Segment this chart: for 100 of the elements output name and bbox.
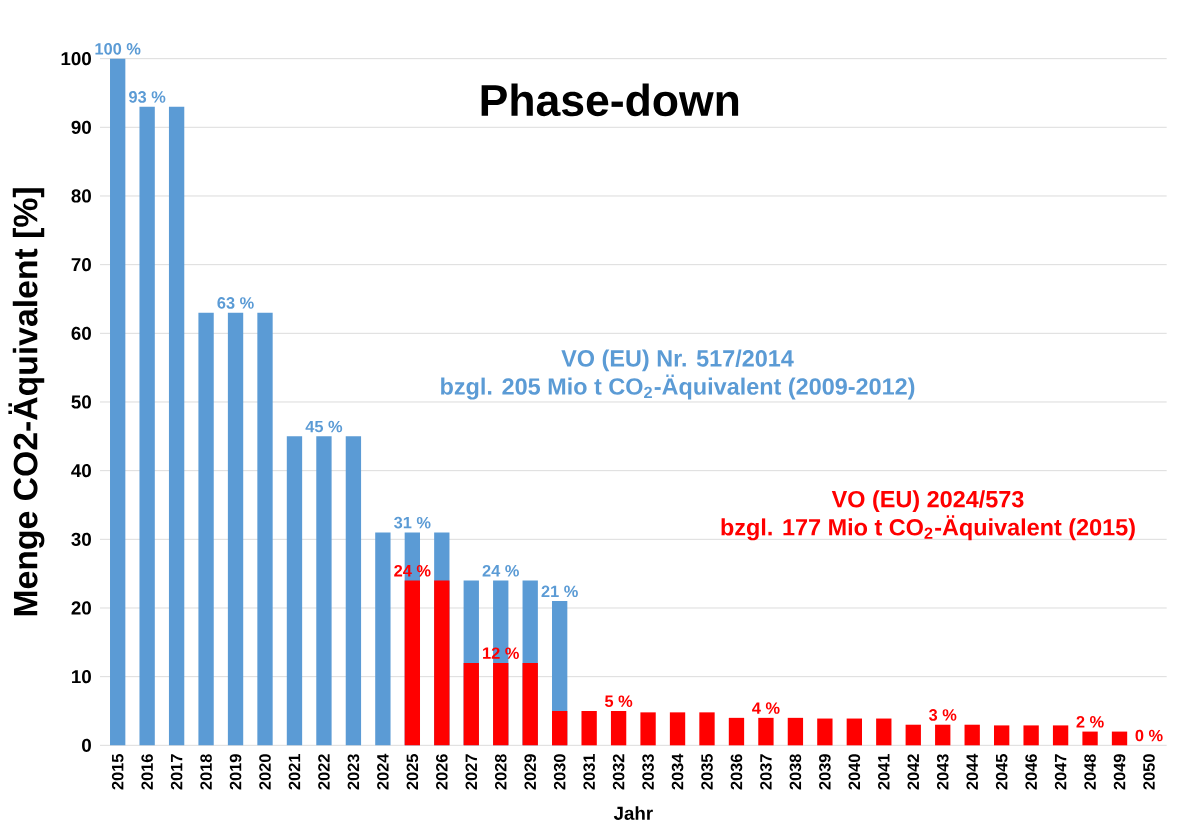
data-label: 31 % <box>394 516 431 529</box>
bar <box>1082 731 1098 746</box>
x-tick-label: 2035 <box>701 754 713 790</box>
x-tick-label: 2025 <box>406 754 419 790</box>
x-tick-label: 2020 <box>259 754 271 790</box>
x-tick-label: 2022 <box>318 754 330 790</box>
x-axis-title: Jahr <box>613 806 653 820</box>
bar <box>935 724 951 746</box>
bar <box>1052 725 1069 746</box>
x-tick-label: 2042 <box>907 754 920 790</box>
x-tick-label: 2030 <box>553 754 566 790</box>
x-tick-label: 2021 <box>288 754 301 790</box>
bar <box>1023 725 1039 746</box>
x-tick-label: 2029 <box>524 754 536 790</box>
y-tick-label: 10 <box>72 670 91 684</box>
x-tick-label: 2039 <box>819 754 831 790</box>
x-tick-label: 2048 <box>1084 754 1096 790</box>
data-label: 63 % <box>217 297 254 309</box>
x-tick-label: 2018 <box>200 754 212 790</box>
bar <box>817 718 833 746</box>
data-label: 2 % <box>1076 716 1104 728</box>
y-tick-label: 0 <box>82 738 91 752</box>
x-tick-label: 2037 <box>760 754 772 790</box>
x-tick-label: 2038 <box>789 754 802 790</box>
bar <box>463 662 479 746</box>
x-tick-label: 2026 <box>436 754 448 790</box>
bar <box>758 717 774 746</box>
data-label: 4 % <box>752 702 780 714</box>
data-label: 24 % <box>482 564 519 577</box>
x-tick-label: 2043 <box>936 754 949 790</box>
bar <box>610 710 627 746</box>
bar <box>640 712 656 746</box>
annotation: bzgl. 205 Mio t CO$_{2}$-Äquivalent (2009-2012) <box>441 374 915 400</box>
bar <box>110 58 126 746</box>
x-tick-label: 2050 <box>1143 754 1155 790</box>
x-tick-label: 2049 <box>1113 754 1126 790</box>
x-tick-label: 2045 <box>995 754 1008 790</box>
bar <box>699 712 715 746</box>
x-tick-label: 2027 <box>465 754 478 790</box>
y-tick-label: 60 <box>71 326 91 340</box>
data-label: 0 % <box>1135 729 1163 742</box>
bar <box>493 662 509 746</box>
bar <box>728 717 745 746</box>
y-tick-label: 20 <box>71 601 91 615</box>
x-tick-label: 2040 <box>848 754 861 790</box>
bar <box>139 106 155 746</box>
x-tick-label: 2041 <box>878 754 890 790</box>
bar <box>345 436 362 746</box>
x-tick-label: 2019 <box>229 754 242 790</box>
data-label: 100 % <box>95 43 141 55</box>
bar <box>168 106 185 746</box>
bar <box>286 436 303 746</box>
y-tick-label: 100 <box>61 52 91 66</box>
y-axis-title: Menge CO2-Äquivalent [%] <box>8 188 45 616</box>
text: VO (EU) Nr. 517/2014 <box>561 349 794 372</box>
bar <box>581 710 597 746</box>
bar <box>669 712 686 746</box>
bar <box>552 710 568 746</box>
bar <box>375 532 391 746</box>
x-tick-label: 2036 <box>730 754 743 790</box>
bar <box>964 724 980 746</box>
x-tick-label: 2034 <box>671 753 684 790</box>
y-tick-label: 50 <box>71 395 91 409</box>
bar <box>198 312 214 746</box>
x-tick-label: 2047 <box>1054 754 1067 790</box>
y-tick-label: 90 <box>71 120 91 134</box>
bar <box>1111 731 1128 746</box>
bar <box>846 718 862 746</box>
x-tick-label: 2023 <box>347 754 360 790</box>
x-tick-label: 2016 <box>141 754 153 790</box>
annotation: bzgl. 177 Mio t CO$_{2}$-Äquivalent (2015) <box>721 515 1135 541</box>
bar <box>404 580 420 746</box>
y-tick-label: 80 <box>71 189 91 203</box>
data-label: 45 % <box>305 420 343 433</box>
data-label: 3 % <box>928 709 957 721</box>
data-label: 21 % <box>541 585 578 598</box>
x-tick-label: 2032 <box>612 754 625 790</box>
bar <box>257 312 273 746</box>
bar <box>905 724 921 746</box>
data-label: 5 % <box>604 695 633 707</box>
x-tick-label: 2015 <box>111 754 124 790</box>
x-tick-label: 2046 <box>1025 754 1037 790</box>
x-tick-label: 2031 <box>583 754 595 790</box>
x-tick-label: 2044 <box>966 753 978 790</box>
bar <box>876 718 892 746</box>
x-tick-label: 2028 <box>494 754 507 790</box>
bar <box>316 436 332 746</box>
x-tick-label: 2024 <box>377 753 389 790</box>
text: VO (EU) 2024/573 <box>831 490 1024 513</box>
x-tick-label: 2033 <box>642 754 654 790</box>
bar <box>434 580 450 746</box>
x-tick-label: 2017 <box>170 754 183 790</box>
y-tick-label: 70 <box>71 258 91 272</box>
data-label: 93 % <box>129 91 166 103</box>
chart-title: Phase-down <box>481 83 739 117</box>
bar <box>227 312 244 746</box>
bar <box>522 662 538 746</box>
bar <box>994 725 1010 746</box>
bar <box>787 717 804 746</box>
y-tick-label: 40 <box>71 464 91 478</box>
